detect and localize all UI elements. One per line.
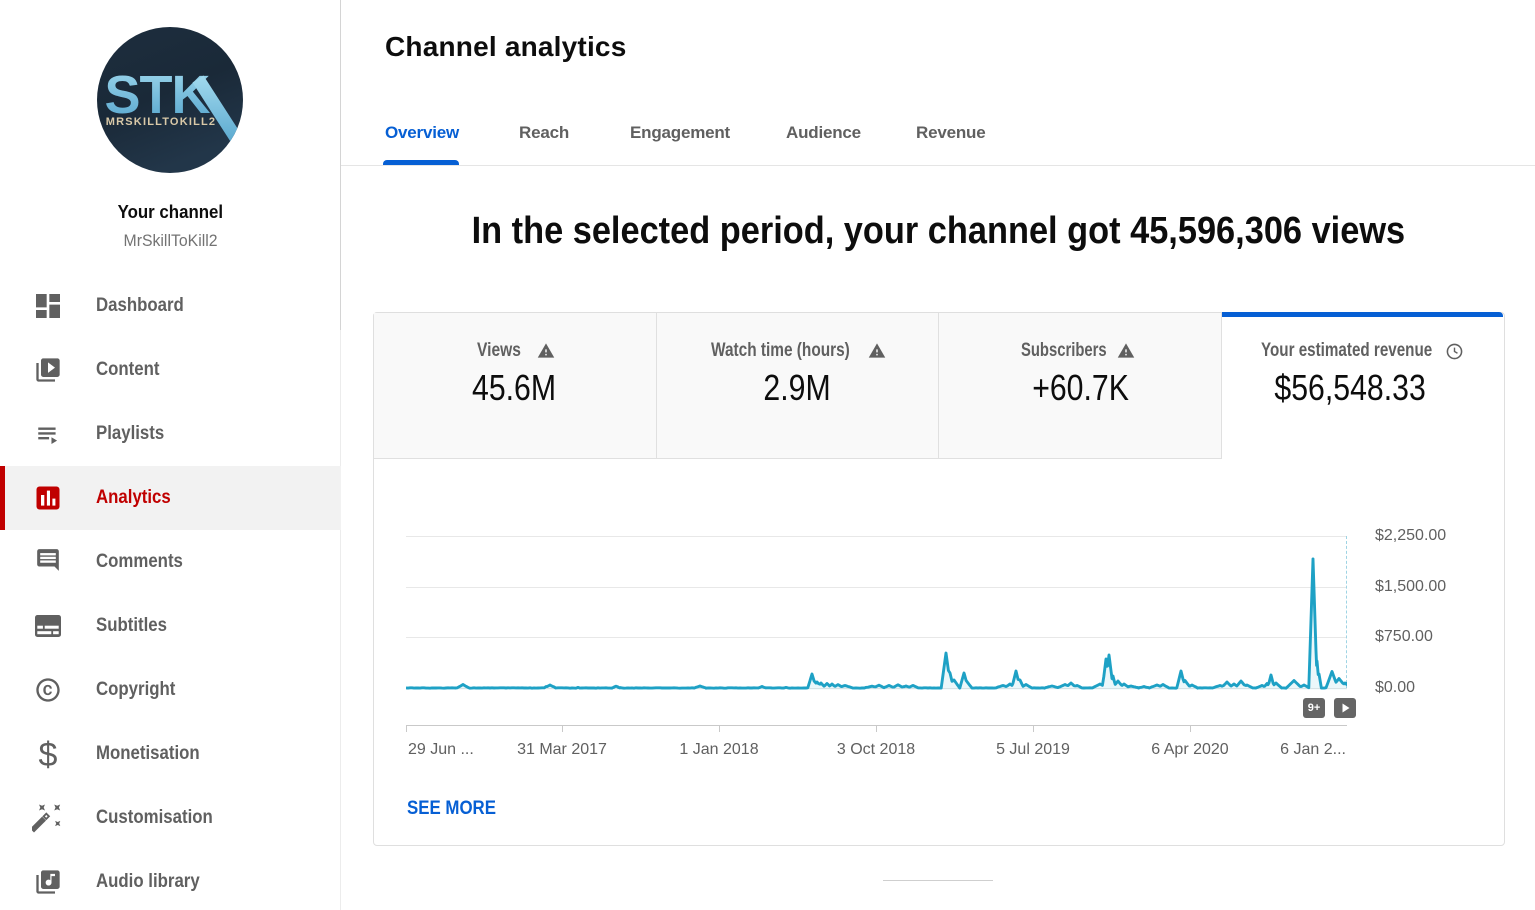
svg-text:MRSKILLTOKILL2: MRSKILLTOKILL2 <box>106 116 217 128</box>
svg-text:STK: STK <box>105 65 211 125</box>
